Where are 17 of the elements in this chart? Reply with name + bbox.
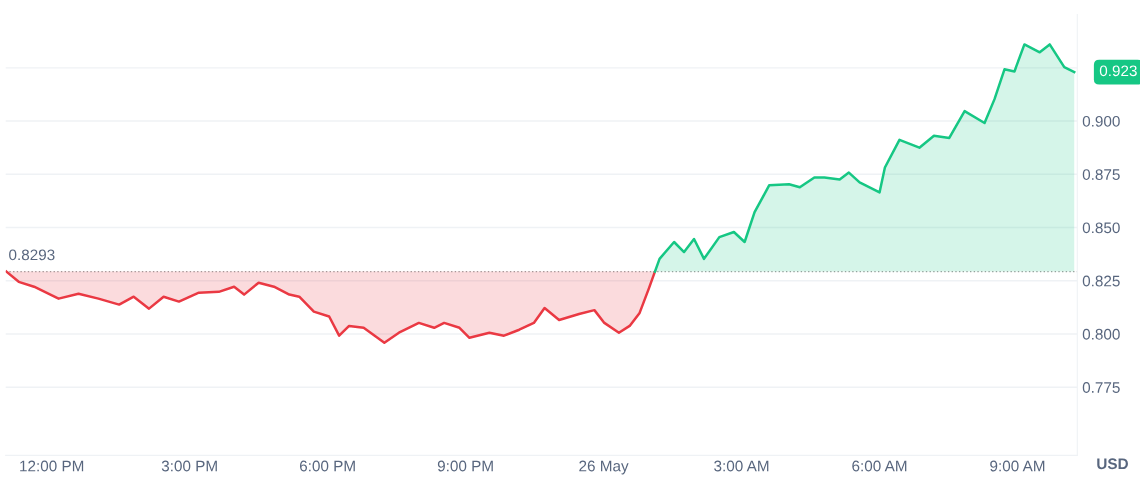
y-tick-label: 0.900 [1082,115,1120,127]
y-tick-label: 0.775 [1082,382,1120,393]
y-tick-label: 0.800 [1082,328,1120,340]
y-tick-label: 0.850 [1082,222,1120,234]
annotation: 0.923 [1099,65,1137,77]
y-tick-label: 0.875 [1082,169,1120,180]
x-tick-label: 9:00 PM [437,460,493,472]
x-tick-label: 6:00 AM [852,460,907,472]
x-tick-label: 26 May [579,460,629,475]
x-tick-label: 3:00 AM [714,460,769,472]
x-tick-label: 9:00 AM [990,460,1045,472]
ref-line-label: 0.8293 [9,249,55,261]
x-tick-label: 6:00 PM [299,460,355,472]
text: USD [1097,458,1128,470]
y-tick-label: 0.825 [1082,275,1120,287]
x-tick-label: 12:00 PM [20,460,84,472]
x-tick-label: 3:00 PM [161,460,217,472]
